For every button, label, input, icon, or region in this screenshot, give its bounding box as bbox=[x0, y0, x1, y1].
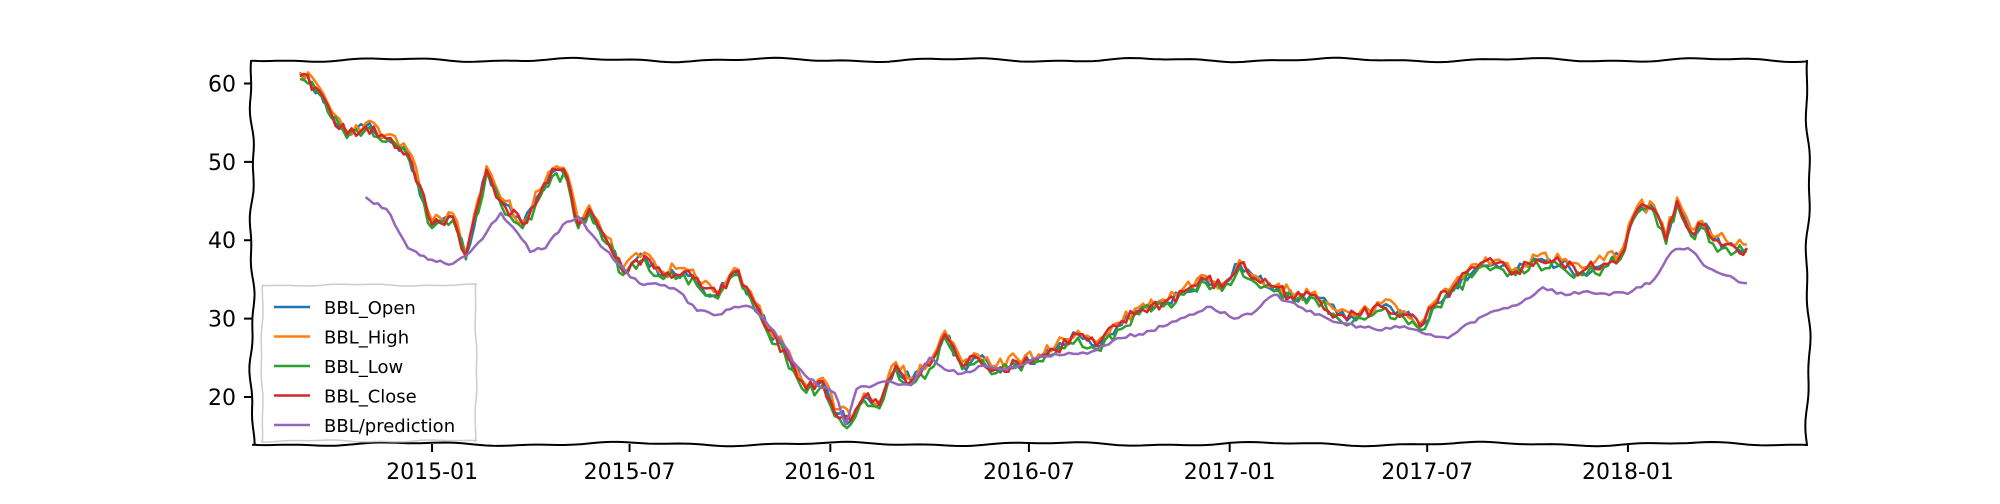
x-tick-label: 2018-01 bbox=[1582, 460, 1674, 485]
x-tick-label: 2017-01 bbox=[1184, 460, 1276, 485]
legend-label: BBL/prediction bbox=[324, 416, 455, 437]
y-tick-label: 40 bbox=[208, 229, 236, 254]
plot-frame-bottom bbox=[251, 440, 1809, 448]
x-tick-label: 2016-01 bbox=[784, 460, 876, 485]
y-tick-label: 60 bbox=[208, 73, 236, 98]
series-line-bbl-prediction bbox=[364, 196, 1748, 426]
plot-frame-left bbox=[248, 59, 256, 445]
x-tick-label: 2017-07 bbox=[1381, 460, 1473, 485]
plot-frame bbox=[248, 56, 1812, 448]
legend-label: BBL_Low bbox=[324, 357, 403, 378]
legend: BBL_Open BBL_High BBL_Low BBL_Close BBL/pred… bbox=[260, 283, 478, 443]
plot-frame-right bbox=[1804, 59, 1812, 445]
legend-label: BBL_Open bbox=[324, 298, 416, 319]
y-axis: 20 30 40 50 60 bbox=[208, 73, 252, 411]
series-line-bbl-open bbox=[299, 74, 1748, 426]
legend-label: BBL_High bbox=[324, 328, 409, 349]
series-layer bbox=[298, 71, 1749, 430]
x-tick-label: 2015-07 bbox=[584, 460, 676, 485]
y-tick-label: 20 bbox=[208, 386, 236, 411]
x-axis: 2015-01 2015-07 2016-01 2016-07 2017-01 2017-… bbox=[386, 444, 1674, 485]
series-line-bbl-low bbox=[299, 77, 1748, 430]
legend-label: BBL_Close bbox=[324, 387, 417, 408]
series-line-bbl-close bbox=[299, 72, 1749, 422]
x-tick-label: 2015-01 bbox=[386, 460, 478, 485]
y-tick-label: 30 bbox=[208, 308, 236, 333]
y-tick-label: 50 bbox=[208, 151, 236, 176]
plot-frame-top bbox=[251, 56, 1809, 64]
legend-box bbox=[260, 283, 478, 443]
x-tick-label: 2016-07 bbox=[983, 460, 1075, 485]
